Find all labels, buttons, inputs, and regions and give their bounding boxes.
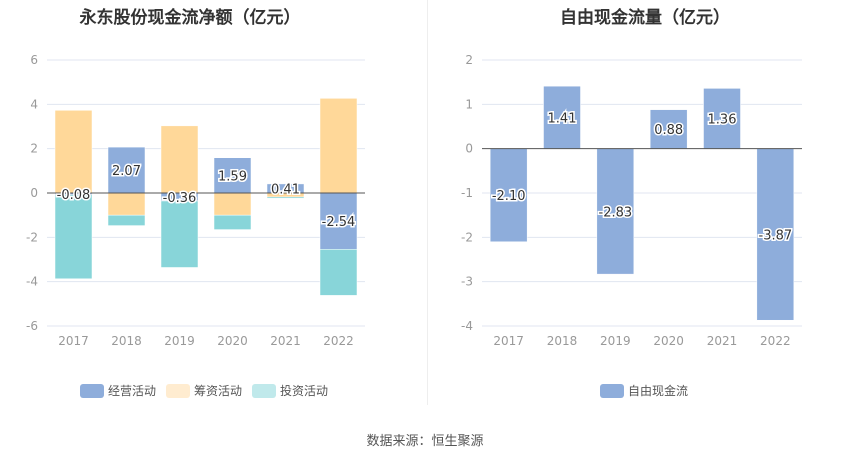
bar-筹资活动-2019 — [160, 125, 199, 194]
data-label: -2.83 — [599, 205, 633, 220]
bar-筹资活动-2022 — [319, 98, 358, 194]
bar-筹资活动-2018 — [107, 192, 146, 216]
y-tick-label: -2 — [26, 230, 38, 244]
bar-投资活动-2017 — [54, 194, 93, 280]
legend-swatch — [600, 383, 624, 398]
data-label: -3.87 — [759, 228, 793, 243]
legend-label: 筹资活动 — [194, 384, 243, 398]
y-tick-label: -1 — [461, 186, 473, 200]
legend-item[interactable]: 经营活动 — [80, 382, 156, 399]
bar-投资活动-2021 — [266, 196, 305, 199]
x-tick-label: 2021 — [707, 334, 738, 348]
data-label: -2.54 — [322, 215, 356, 230]
legend-swatch — [166, 383, 191, 398]
x-tick-label: 2018 — [111, 334, 142, 348]
data-label: 1.41 — [548, 111, 577, 126]
bar-筹资活动-2017 — [54, 110, 93, 194]
bar-投资活动-2018 — [107, 214, 146, 226]
x-tick-label: 2019 — [164, 334, 195, 348]
data-label: -0.36 — [163, 191, 197, 206]
bar-自由现金流-2020 — [649, 109, 688, 149]
bar-自由现金流-2019 — [596, 148, 635, 275]
legend-item[interactable]: 自由现金流 — [600, 382, 688, 399]
legend-swatch — [252, 383, 277, 398]
bar-投资活动-2019 — [160, 200, 199, 268]
x-tick-label: 2020 — [653, 334, 684, 348]
x-tick-label: 2019 — [600, 334, 631, 348]
left-legend: 经营活动 筹资活动 投资活动 — [80, 382, 328, 399]
right-chart-title: 自由现金流量（亿元） — [560, 8, 730, 28]
bar-投资活动-2022 — [319, 249, 358, 296]
right-legend: 自由现金流 — [600, 382, 688, 399]
legend-item[interactable]: 筹资活动 — [166, 382, 242, 399]
data-source: 数据来源：恒生聚源 — [366, 434, 484, 449]
x-tick-label: 2017 — [493, 334, 524, 348]
chart-divider — [427, 0, 428, 405]
data-label: 1.36 — [708, 113, 737, 128]
bar-经营活动-2022 — [319, 192, 358, 250]
bar-筹资活动-2020 — [213, 192, 252, 216]
y-tick-label: 4 — [30, 97, 38, 111]
x-tick-label: 2020 — [217, 334, 248, 348]
data-label: 0.41 — [271, 182, 300, 197]
x-tick-label: 2022 — [323, 334, 354, 348]
data-label: 2.07 — [112, 164, 141, 179]
left-chart-title: 永东股份现金流净额（亿元） — [79, 8, 301, 28]
data-label: 1.59 — [218, 169, 247, 184]
x-tick-label: 2021 — [270, 334, 301, 348]
y-tick-label: 2 — [465, 53, 473, 67]
x-tick-label: 2018 — [547, 334, 578, 348]
bar-经营活动-2018 — [107, 146, 146, 194]
bar-自由现金流-2021 — [703, 88, 741, 149]
legend-label: 自由现金流 — [628, 384, 689, 398]
legend-swatch — [80, 383, 104, 398]
y-tick-label: 0 — [465, 142, 473, 156]
legend-label: 经营活动 — [108, 384, 157, 398]
y-tick-label: 0 — [30, 186, 38, 200]
x-tick-label: 2017 — [58, 334, 89, 348]
y-tick-label: -3 — [461, 275, 473, 289]
legend-label: 投资活动 — [280, 384, 329, 398]
data-label: -2.10 — [492, 189, 526, 204]
y-tick-label: 6 — [30, 53, 38, 67]
legend-item[interactable]: 投资活动 — [252, 382, 328, 399]
bar-自由现金流-2017 — [489, 148, 528, 243]
bar-自由现金流-2022 — [756, 148, 795, 321]
y-tick-label: 2 — [30, 142, 38, 156]
bar-投资活动-2020 — [213, 214, 252, 230]
y-tick-label: -4 — [461, 319, 473, 333]
y-tick-label: -2 — [461, 230, 473, 244]
data-label: 0.88 — [654, 123, 683, 138]
x-tick-label: 2022 — [760, 334, 791, 348]
y-tick-label: -6 — [26, 319, 38, 333]
y-tick-label: 1 — [465, 97, 473, 111]
data-label: -0.08 — [57, 188, 91, 203]
y-tick-label: -4 — [26, 275, 38, 289]
